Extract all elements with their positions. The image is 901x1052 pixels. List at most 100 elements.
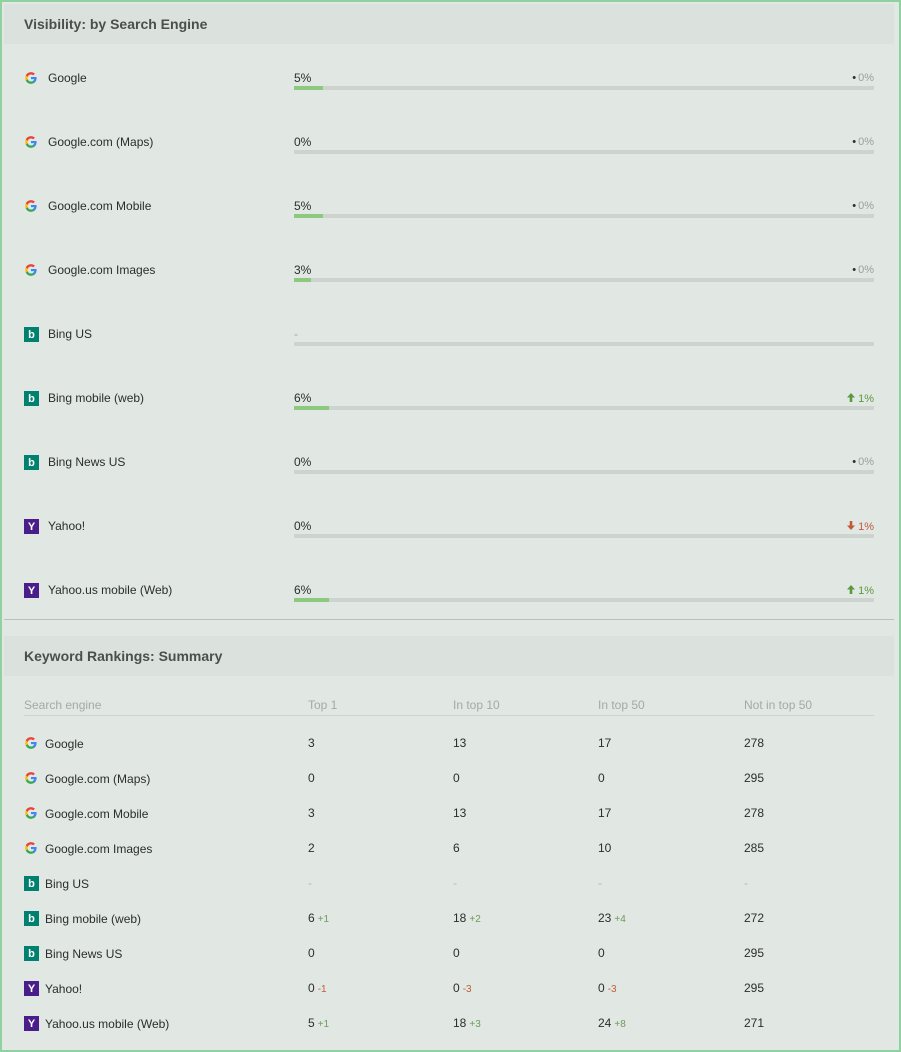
visibility-bar — [294, 342, 874, 346]
visibility-value: - — [294, 327, 298, 341]
google-icon — [24, 135, 38, 149]
cell-in-top-50: 0 — [598, 771, 605, 785]
visibility-change: 1% — [846, 392, 874, 406]
visibility-value: 0% — [294, 135, 312, 149]
cell-top-1: 3 — [308, 806, 315, 820]
change-value: 1% — [858, 585, 874, 597]
visibility-row[interactable]: Google 5% • 0% — [4, 62, 894, 126]
cell-value: 13 — [453, 806, 467, 820]
visibility-row[interactable]: Google.com Mobile 5% • 0% — [4, 190, 894, 254]
cell-in-top-50: 23 +4 — [598, 911, 626, 925]
visibility-change: 1% — [846, 520, 874, 534]
engine-name: Google.com Images — [48, 263, 156, 277]
visibility-bar-fill — [294, 598, 329, 602]
visibility-row[interactable]: b Bing mobile (web) 6% 1% — [4, 382, 894, 446]
table-row[interactable]: b Bing News US 0 0 0 295 — [24, 946, 874, 981]
header-search-engine[interactable]: Search engine — [24, 698, 102, 712]
cell-delta: +4 — [614, 914, 626, 925]
google-icon — [24, 199, 38, 213]
cell-value: 0 — [308, 946, 315, 960]
cell-top-1: - — [308, 876, 312, 890]
cell-top-1: 0 — [308, 771, 315, 785]
engine-name: Yahoo! — [48, 519, 86, 533]
cell-value: 272 — [744, 911, 765, 925]
engine-name: Yahoo.us mobile (Web) — [48, 583, 173, 597]
cell-in-top-10: 0 — [453, 946, 460, 960]
cell-value: 0 — [453, 946, 460, 960]
google-icon — [24, 806, 38, 820]
table-row[interactable]: Google 3 13 17 278 — [24, 736, 874, 771]
cell-not-in-top-50: 278 — [744, 736, 764, 750]
visibility-value: 3% — [294, 263, 312, 277]
bing-icon: b — [24, 911, 39, 926]
google-icon — [24, 71, 38, 85]
cell-not-in-top-50: 295 — [744, 771, 764, 785]
cell-value: 295 — [744, 771, 765, 785]
cell-in-top-50: 17 — [598, 736, 611, 750]
yahoo-icon: Y — [24, 519, 39, 534]
visibility-value: 6% — [294, 583, 312, 597]
cell-value: - — [598, 876, 602, 890]
visibility-bar — [294, 214, 874, 218]
cell-top-1: 0 -1 — [308, 981, 327, 995]
visibility-value: 5% — [294, 199, 312, 213]
cell-top-1: 6 +1 — [308, 911, 329, 925]
table-row[interactable]: Y Yahoo.us mobile (Web) 5 +1 18 +3 24 +8 271 — [24, 1016, 874, 1051]
cell-in-top-10: 18 +2 — [453, 911, 481, 925]
table-row[interactable]: b Bing US - - - - — [24, 876, 874, 911]
cell-in-top-50: 24 +8 — [598, 1016, 626, 1030]
yahoo-icon: Y — [24, 1016, 39, 1031]
cell-value: 2 — [308, 841, 315, 855]
visibility-title: Visibility: by Search Engine — [4, 4, 894, 44]
arrow-down-icon — [846, 520, 856, 534]
cell-delta: -1 — [317, 984, 327, 995]
visibility-row[interactable]: Y Yahoo.us mobile (Web) 6% 1% — [4, 574, 894, 638]
cell-value: 6 — [308, 911, 315, 925]
header-in-top-50[interactable]: In top 50 — [598, 698, 645, 712]
engine-name: Google — [45, 737, 84, 751]
google-icon — [24, 771, 38, 785]
cell-in-top-50: 17 — [598, 806, 611, 820]
engine-name: Bing US — [45, 877, 90, 891]
table-row[interactable]: Google.com Images 2 6 10 285 — [24, 841, 874, 876]
visibility-change: • 0% — [852, 264, 874, 276]
cell-value: 0 — [308, 771, 315, 785]
visibility-row[interactable]: b Bing News US 0% • 0% — [4, 446, 894, 510]
cell-top-1: 2 — [308, 841, 315, 855]
cell-delta: -3 — [462, 984, 472, 995]
cell-top-1: 5 +1 — [308, 1016, 329, 1030]
table-row[interactable]: Y Yahoo! 0 -1 0 -3 0 -3 295 — [24, 981, 874, 1016]
visibility-value: 6% — [294, 391, 312, 405]
table-row[interactable]: Google.com Mobile 3 13 17 278 — [24, 806, 874, 841]
cell-in-top-10: 18 +3 — [453, 1016, 481, 1030]
cell-value: 5 — [308, 1016, 315, 1030]
change-value: 0% — [858, 72, 874, 84]
visibility-bar-fill — [294, 86, 323, 90]
engine-name: Bing News US — [48, 455, 126, 469]
visibility-row[interactable]: b Bing US - — [4, 318, 894, 382]
cell-value: 10 — [598, 841, 612, 855]
cell-value: 295 — [744, 946, 765, 960]
visibility-row[interactable]: Google.com (Maps) 0% • 0% — [4, 126, 894, 190]
google-icon — [24, 736, 38, 750]
cell-in-top-10: 13 — [453, 736, 466, 750]
header-not-in-top-50[interactable]: Not in top 50 — [744, 698, 813, 712]
visibility-row[interactable]: Google.com Images 3% • 0% — [4, 254, 894, 318]
header-in-top-10[interactable]: In top 10 — [453, 698, 500, 712]
cell-value: 278 — [744, 806, 765, 820]
cell-delta: -3 — [607, 984, 617, 995]
visibility-bar — [294, 406, 874, 410]
yahoo-icon: Y — [24, 981, 39, 996]
engine-name: Bing mobile (web) — [48, 391, 145, 405]
cell-value: 18 — [453, 911, 467, 925]
cell-in-top-50: 10 — [598, 841, 611, 855]
header-top-1[interactable]: Top 1 — [308, 698, 338, 712]
table-row[interactable]: Google.com (Maps) 0 0 0 295 — [24, 771, 874, 806]
visibility-bar — [294, 534, 874, 538]
cell-value: 18 — [453, 1016, 467, 1030]
bullet-icon: • — [852, 136, 857, 148]
cell-delta: +3 — [469, 1019, 481, 1030]
visibility-row[interactable]: Y Yahoo! 0% 1% — [4, 510, 894, 574]
arrow-up-icon — [846, 392, 856, 406]
table-row[interactable]: b Bing mobile (web) 6 +1 18 +2 23 +4 272 — [24, 911, 874, 946]
